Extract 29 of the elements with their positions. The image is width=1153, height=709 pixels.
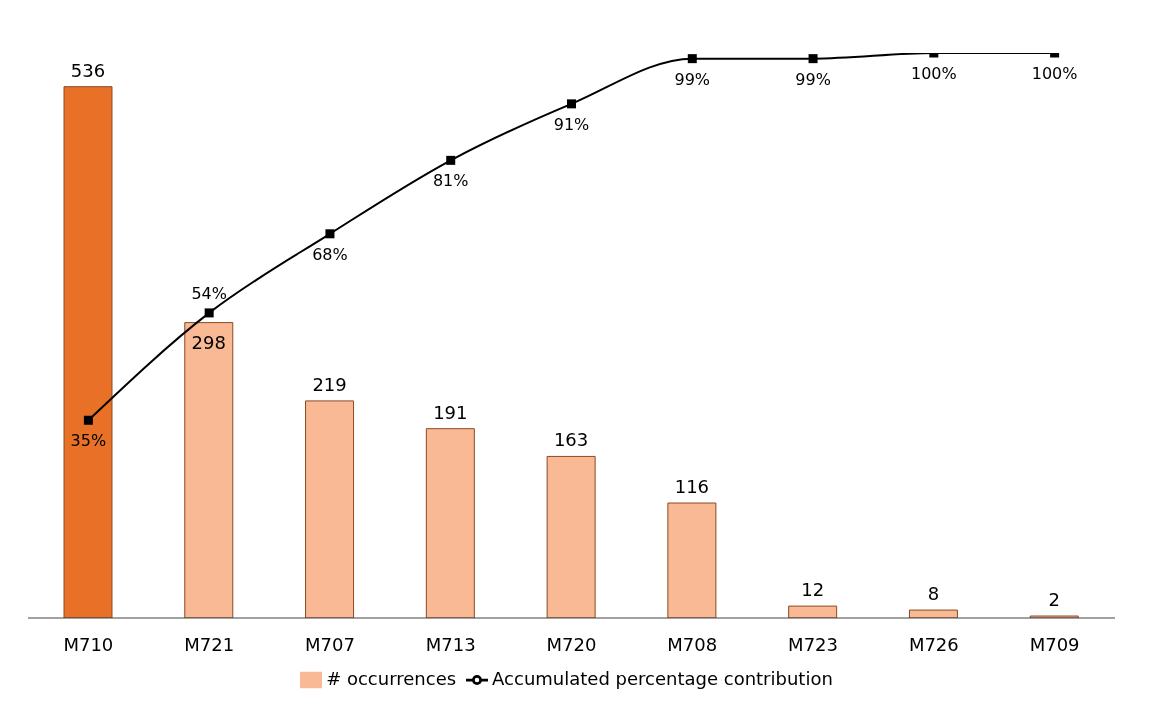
data-label: 116 <box>674 476 710 498</box>
data-label: 536 <box>70 59 106 81</box>
data-label: 54% <box>191 283 227 303</box>
data-label: 91% <box>553 114 590 134</box>
data-label: 100% <box>910 64 957 83</box>
data-label: 100% <box>1031 64 1078 83</box>
x-tick-label: M709 <box>1029 633 1080 655</box>
x-tick-label: M720 <box>546 633 597 655</box>
legend-label: Accumulated percentage contribution <box>492 668 833 689</box>
x-tick-label: M721 <box>184 633 235 655</box>
x-tick-label: M726 <box>908 633 959 655</box>
x-tick-label: M707 <box>305 633 355 655</box>
data-label: 81% <box>432 171 469 191</box>
data-label: 2 <box>1048 589 1060 611</box>
data-label: 219 <box>312 373 347 395</box>
data-label: 298 <box>191 331 226 353</box>
legend-label: # occurrences <box>326 668 457 689</box>
x-tick-label: M713 <box>425 633 476 655</box>
data-label: 163 <box>553 429 589 451</box>
data-label: 12 <box>801 579 825 601</box>
x-tick-label: M708 <box>667 633 718 655</box>
data-label: 99% <box>674 69 711 89</box>
data-label: 191 <box>433 401 468 423</box>
data-label: 8 <box>927 583 940 605</box>
x-tick-label: M710 <box>63 633 114 655</box>
data-label: 68% <box>312 244 348 264</box>
data-label: 35% <box>70 431 107 451</box>
data-label: 99% <box>795 69 831 89</box>
x-tick-label: M723 <box>788 633 838 655</box>
